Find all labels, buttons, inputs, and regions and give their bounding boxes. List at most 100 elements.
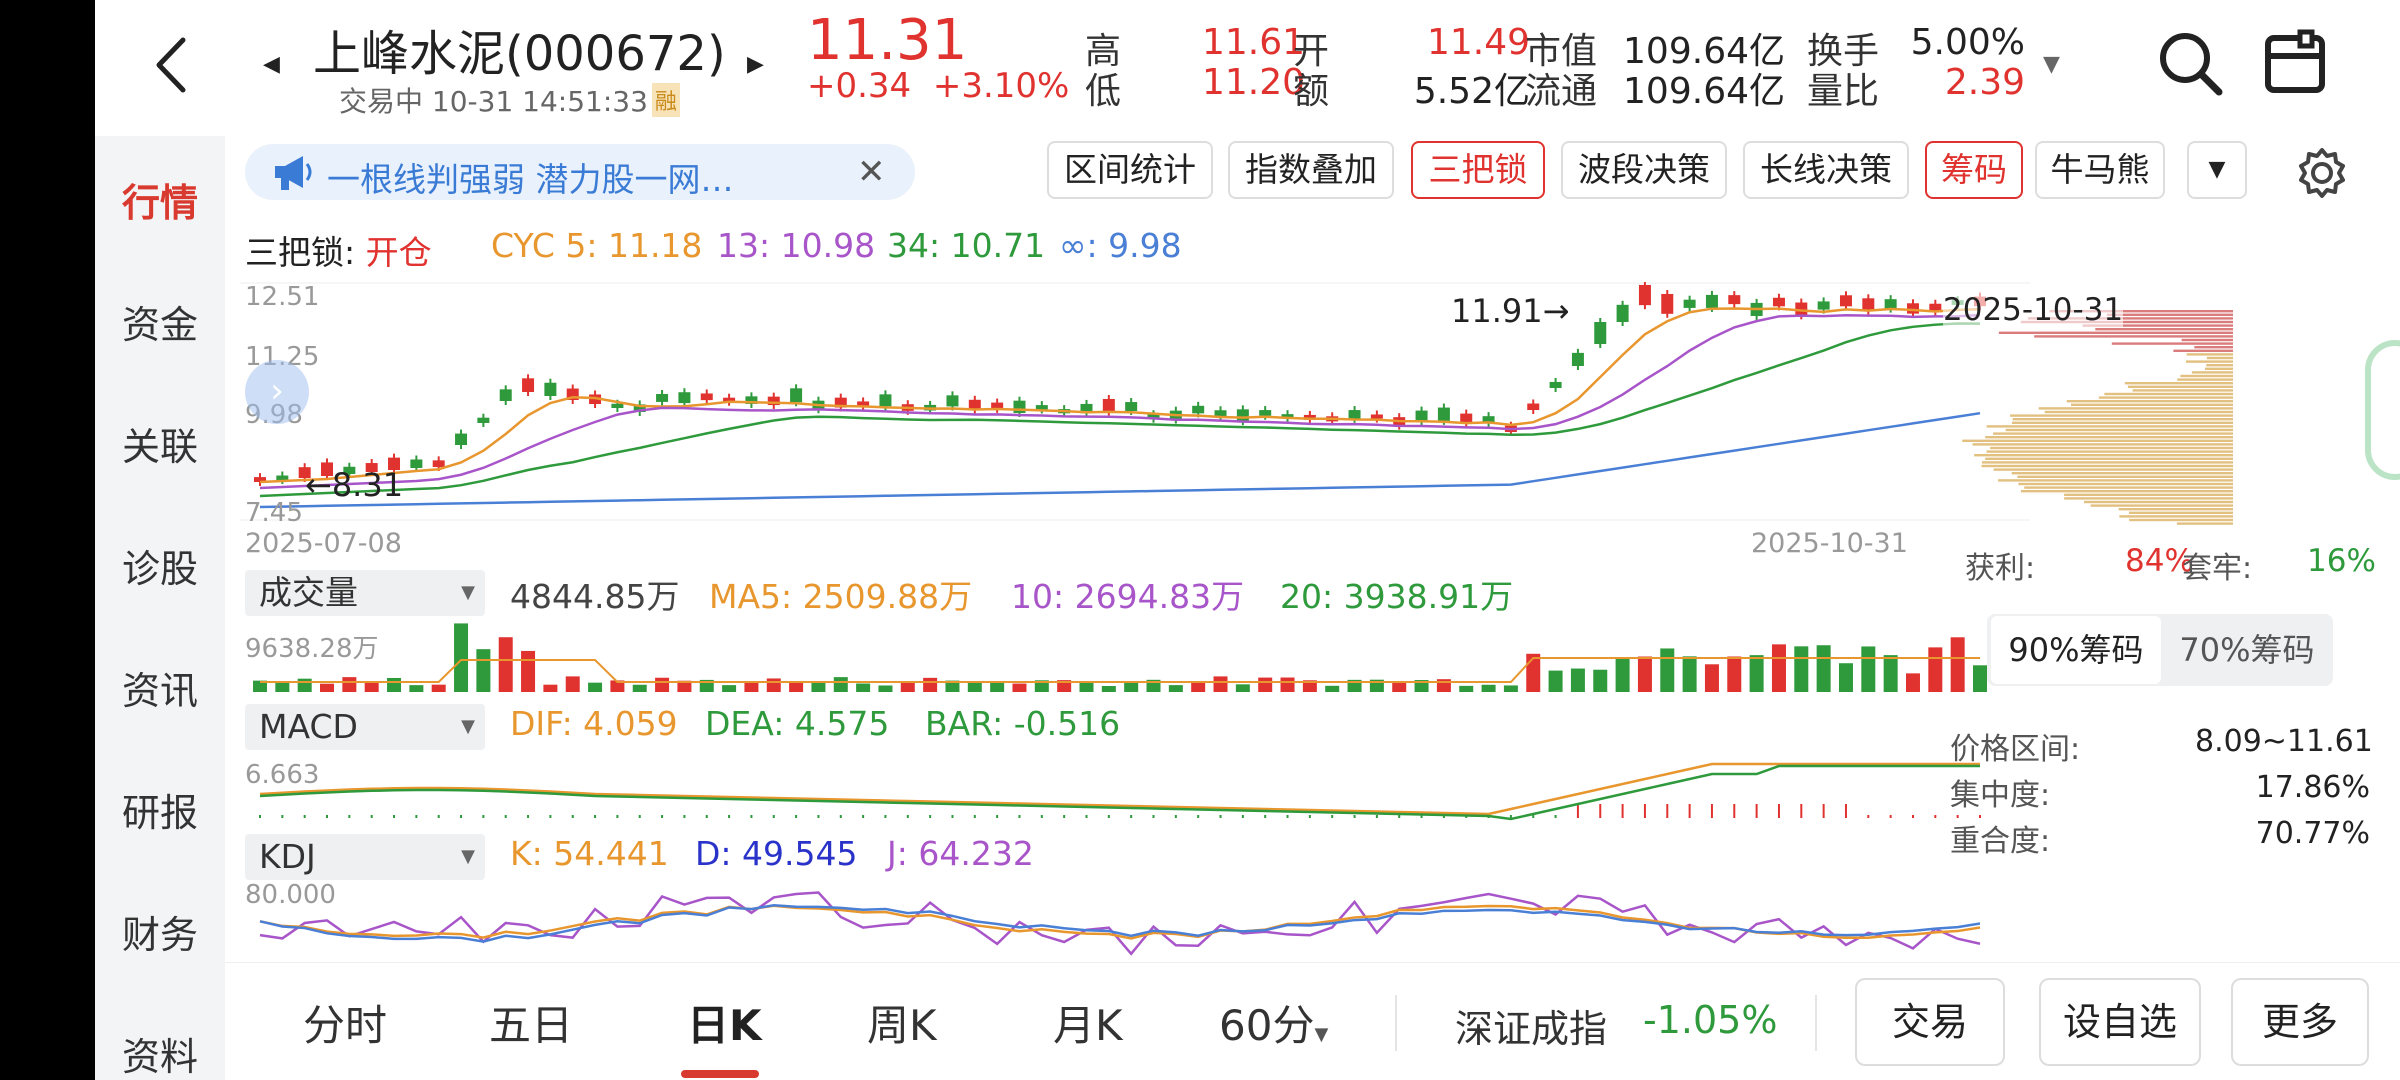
candle-body xyxy=(1013,400,1026,413)
chip-bar xyxy=(2206,364,2233,367)
interval-stats-button[interactable]: 区间统计 xyxy=(1047,141,1213,199)
profit-value: 84% xyxy=(2125,543,2194,579)
volume-bar xyxy=(900,682,915,692)
chip-tab-90[interactable]: 90%筹码 xyxy=(1991,616,2161,684)
kline-chart[interactable] xyxy=(240,282,2030,522)
tab-daily-k[interactable]: 日K xyxy=(687,1001,762,1050)
chip-bar xyxy=(2177,378,2233,381)
candle-body xyxy=(1862,298,1875,312)
kdj-selector[interactable]: KDJ ▼ xyxy=(245,834,485,880)
candle-body xyxy=(1661,293,1674,314)
volume-chart[interactable] xyxy=(240,620,2030,696)
candle-body xyxy=(1303,414,1316,420)
kline-max-value: 11.91 xyxy=(1451,292,1543,330)
bull-bear-button[interactable]: 牛马熊 xyxy=(2035,141,2165,199)
chip-distribution-chart[interactable] xyxy=(1933,290,2243,530)
prev-stock-icon[interactable]: ◀ xyxy=(263,52,280,77)
index-name[interactable]: 深证成指 xyxy=(1455,1007,1608,1051)
volume-bar xyxy=(1950,637,1965,692)
chip-bar xyxy=(1981,461,2233,464)
chip-bar xyxy=(2010,414,2233,417)
chip-bar xyxy=(1986,425,2233,428)
volume-bar xyxy=(610,680,625,692)
volume-bar xyxy=(275,682,290,692)
tab-intraday[interactable]: 分时 xyxy=(303,1001,388,1050)
chip-bar xyxy=(2118,508,2233,511)
volume-bar xyxy=(1459,685,1474,692)
nav-profile[interactable]: 资料 xyxy=(121,1035,198,1079)
chip-bar xyxy=(2018,482,2233,486)
more-button[interactable]: 更多 xyxy=(2231,978,2369,1066)
cycinf-value: ∞: 9.98 xyxy=(1059,226,1182,265)
kdj-top-label: 80.000 xyxy=(245,880,336,910)
portfolio-icon[interactable] xyxy=(2260,28,2330,98)
kdj-chart[interactable] xyxy=(240,882,2030,958)
volume-bar xyxy=(1593,669,1608,692)
gear-icon[interactable] xyxy=(2295,146,2349,204)
lock-label: 三把锁: xyxy=(245,233,356,272)
ma34-line xyxy=(259,322,1981,498)
volume-bar xyxy=(454,623,469,692)
volume-bar xyxy=(1503,685,1518,692)
margin-badge: 融 xyxy=(651,83,680,117)
chip-bar xyxy=(1993,432,2233,435)
high-value: 11.61 xyxy=(1201,22,1305,63)
trade-button[interactable]: 交易 xyxy=(1855,978,2005,1066)
volume-selector[interactable]: 成交量 ▼ xyxy=(245,570,485,616)
promo-banner[interactable] xyxy=(245,144,915,200)
toolbar-more-icon[interactable]: ▼ xyxy=(2187,141,2247,199)
kdj-dropdown-icon: ▼ xyxy=(461,846,475,867)
high-label: 高 xyxy=(1085,31,1122,72)
nav-finance[interactable]: 财务 xyxy=(121,913,198,957)
band-decision-button[interactable]: 波段决策 xyxy=(1561,141,1727,199)
nav-related[interactable]: 关联 xyxy=(121,425,198,469)
chip-bar xyxy=(2071,403,2233,406)
candle-body xyxy=(1817,301,1830,310)
change-value: +0.34 xyxy=(807,66,912,106)
index-change[interactable]: -1.05% xyxy=(1643,998,1778,1042)
chip-bar xyxy=(1985,457,2233,460)
volume-bar xyxy=(655,677,670,692)
tab-five-day[interactable]: 五日 xyxy=(489,1001,574,1050)
chip-bar xyxy=(2049,310,2233,313)
volume-bar xyxy=(1481,684,1496,692)
long-decision-button[interactable]: 长线决策 xyxy=(1743,141,1909,199)
nav-research[interactable]: 研报 xyxy=(121,791,198,835)
close-icon[interactable]: ✕ xyxy=(857,152,886,192)
index-overlay-button[interactable]: 指数叠加 xyxy=(1228,141,1394,199)
chip-bar xyxy=(2104,392,2233,396)
tab-60min[interactable]: 60分▼ xyxy=(1219,992,1328,1053)
chip-date: 2025-10-31 xyxy=(1943,292,2124,328)
chips-button[interactable]: 筹码 xyxy=(1925,141,2023,199)
tab-monthly-k[interactable]: 月K xyxy=(1053,1001,1123,1050)
chip-bar xyxy=(2173,349,2233,352)
search-icon[interactable] xyxy=(2155,28,2225,98)
back-arrow-icon[interactable] xyxy=(143,30,203,100)
chip-bar xyxy=(2128,511,2233,514)
promo-text[interactable]: 一根线判强弱 潜力股一网… xyxy=(327,160,734,199)
macd-bar: BAR: -0.516 xyxy=(925,704,1121,743)
chart-scroll-left-icon[interactable]: › xyxy=(245,360,309,424)
nav-quote[interactable]: 行情 xyxy=(121,181,198,225)
nav-funds[interactable]: 资金 xyxy=(121,303,198,347)
nav-news[interactable]: 资讯 xyxy=(121,669,198,713)
volume-bar xyxy=(1101,685,1116,692)
add-watchlist-button[interactable]: 设自选 xyxy=(2039,978,2201,1066)
active-tab-indicator xyxy=(681,1070,759,1078)
next-stock-icon[interactable]: ▶ xyxy=(747,52,764,77)
tab-weekly-k[interactable]: 周K xyxy=(867,1001,937,1050)
candle-body xyxy=(968,399,981,411)
side-handle-icon[interactable] xyxy=(2365,340,2400,480)
volume-bar xyxy=(878,685,893,692)
chip-bar xyxy=(2127,385,2233,388)
quote-expand-icon[interactable]: ▼ xyxy=(2043,52,2060,77)
macd-selector[interactable]: MACD ▼ xyxy=(245,704,485,750)
chip-tab-70[interactable]: 70%筹码 xyxy=(2179,631,2315,669)
chip-bar xyxy=(2106,313,2233,316)
nav-diagnosis[interactable]: 诊股 xyxy=(121,547,198,591)
macd-chart[interactable] xyxy=(240,752,2030,828)
candle-body xyxy=(1147,414,1160,419)
volume-bar xyxy=(945,680,960,692)
candle-body xyxy=(723,397,736,402)
three-locks-button[interactable]: 三把锁 xyxy=(1411,141,1545,199)
